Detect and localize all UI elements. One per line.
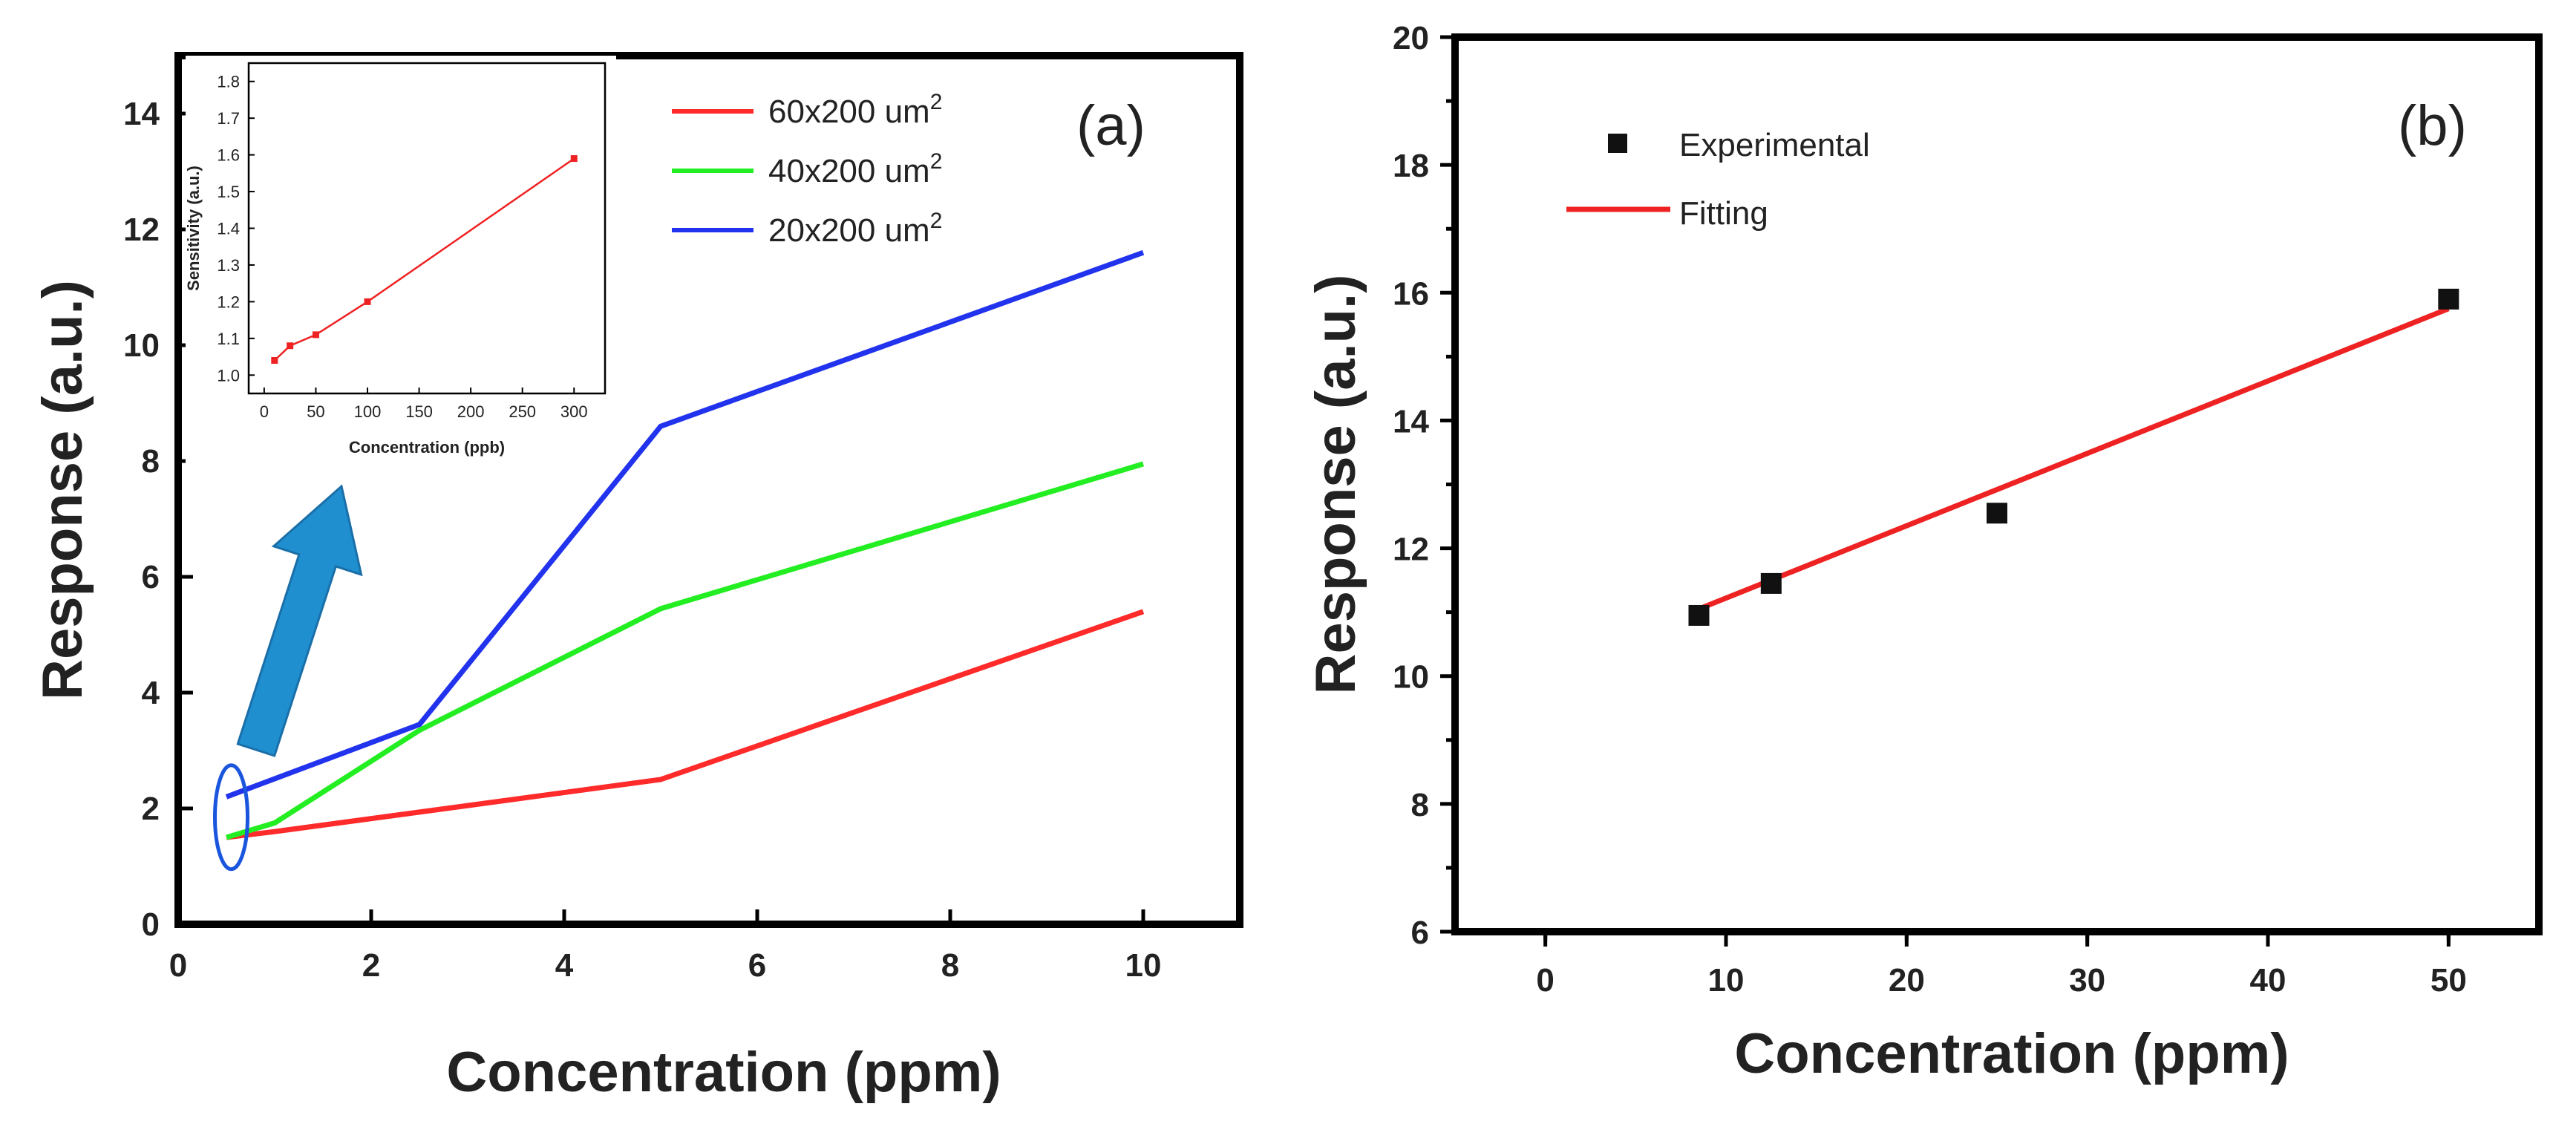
- y-tick-label-b: 10: [1393, 659, 1429, 696]
- inset-x-tick-label: 150: [405, 402, 433, 421]
- inset-y-tick-label: 1.4: [217, 220, 240, 238]
- inset-y-tick-label: 1.3: [217, 256, 240, 275]
- series-line-1: [225, 461, 1145, 840]
- fitting-line: [1698, 306, 2450, 612]
- y-tick-label-b: 20: [1393, 20, 1429, 56]
- axis-frame-b: [1451, 33, 2543, 935]
- axis-frame-a: [174, 52, 1243, 928]
- y-tick-label-b: 8: [1411, 787, 1429, 823]
- inset-arrow: [236, 484, 363, 757]
- y-tick-label-a: 2: [142, 791, 160, 827]
- inset-point: [312, 331, 319, 339]
- inset-y-tick-label: 1.1: [217, 330, 240, 348]
- x-tick-label-a: 4: [555, 947, 574, 984]
- x-tick-label-b: 40: [2250, 962, 2286, 999]
- inset-y-tick-label: 1.7: [217, 109, 240, 128]
- inset-point: [271, 357, 278, 364]
- x-axis-title-a: Concentration (ppm): [446, 1041, 1001, 1104]
- y-axis-title-b: Response (a.u.): [1304, 275, 1367, 695]
- series-line-2: [225, 249, 1145, 800]
- legend-superscript: 2: [930, 149, 943, 174]
- y-axis-title-a: Response (a.u.): [31, 280, 94, 700]
- panel-b: 0 10 20 30 40 50 6 8 10 12 14 16 18 20 Concentration (…: [1304, 20, 2543, 1085]
- x-tick-label-b: 0: [1536, 962, 1554, 999]
- inset-point: [287, 342, 294, 350]
- experimental-point: [1987, 503, 2007, 524]
- y-tick-label-b: 14: [1393, 403, 1429, 439]
- inset-x-tick-label: 100: [354, 402, 382, 421]
- inset-x-tick-label: 300: [560, 402, 588, 421]
- y-tick-label-a: 8: [142, 443, 160, 480]
- inset-y-tick-label: 1.8: [217, 73, 240, 91]
- panel-label-b: (b): [2398, 94, 2467, 157]
- inset-y-tick-label: 1.6: [217, 146, 240, 165]
- y-tick-label-a: 14: [123, 96, 160, 132]
- y-tick-label-a: 4: [142, 675, 160, 711]
- x-tick-label-b: 50: [2430, 962, 2467, 999]
- x-tick-label-a: 10: [1125, 947, 1162, 984]
- y-tick-label-a: 0: [142, 906, 160, 943]
- inset-x-axis-title: Concentration (ppb): [349, 438, 505, 457]
- legend-label-fitting: Fitting: [1679, 195, 1768, 232]
- inset-point: [570, 155, 578, 163]
- y-tick-label-b: 12: [1393, 532, 1429, 568]
- inset-chart: 0 50 100 150 200 250 300 1.0 1.1 1.2 1.3 1.4 1.5 1.6 1…: [184, 56, 616, 471]
- inset-x-tick-label: 50: [307, 402, 324, 421]
- y-tick-label-b: 18: [1393, 148, 1429, 184]
- experimental-point: [1760, 572, 1782, 594]
- legend-label-2: 20x200 um2: [768, 209, 942, 249]
- legend-label-experimental: Experimental: [1679, 127, 1870, 163]
- x-tick-label-a: 6: [748, 947, 766, 984]
- inset-x-tick-label: 0: [260, 402, 269, 421]
- legend-marker-experimental: [1608, 134, 1627, 153]
- y-tick-label-a: 6: [142, 559, 160, 595]
- inset-x-tick-label: 200: [457, 402, 485, 421]
- y-tick-label-a: 12: [123, 212, 160, 248]
- inset-point: [364, 298, 371, 305]
- legend-label-0: 60x200 um2: [768, 90, 942, 130]
- x-tick-label-b: 30: [2069, 962, 2105, 999]
- x-axis-title-b: Concentration (ppm): [1734, 1022, 2289, 1085]
- panel-label-a: (a): [1076, 94, 1145, 157]
- y-tick-label-b: 6: [1411, 915, 1429, 951]
- x-tick-label-b: 10: [1708, 962, 1745, 999]
- inset-y-tick-label: 1.2: [217, 292, 240, 311]
- inset-y-tick-label: 1.5: [217, 183, 240, 201]
- y-tick-label-a: 10: [123, 327, 160, 364]
- experimental-point: [2438, 288, 2459, 310]
- inset-x-tick-label: 250: [509, 402, 536, 421]
- legend-label-1: 40x200 um2: [768, 149, 942, 189]
- y-tick-label-b: 16: [1393, 275, 1429, 312]
- experimental-point: [1688, 604, 1710, 626]
- series-line-0: [226, 609, 1145, 840]
- x-tick-label-b: 20: [1889, 962, 1925, 999]
- legend-superscript: 2: [930, 209, 943, 233]
- x-tick-label-a: 0: [169, 947, 187, 984]
- inset-y-axis-title: Sensitivity (a.u.): [184, 166, 203, 291]
- x-tick-label-a: 8: [941, 947, 959, 984]
- inset-background: [186, 56, 616, 471]
- highlight-ellipse: [213, 763, 249, 872]
- inset-y-tick-label: 1.0: [217, 366, 240, 385]
- legend-superscript: 2: [930, 90, 943, 114]
- x-tick-label-a: 2: [362, 947, 380, 984]
